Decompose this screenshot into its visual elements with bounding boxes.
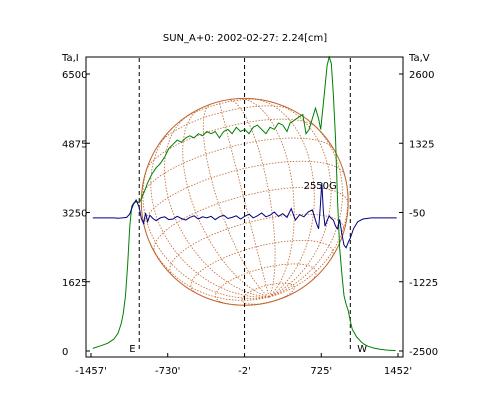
right-axis-label: Ta,V xyxy=(408,53,430,64)
parallel-line xyxy=(159,105,292,144)
meridian-line xyxy=(142,159,270,299)
x-tick-label: -1457' xyxy=(75,366,107,377)
meridian-line xyxy=(144,227,270,301)
parallel-line xyxy=(141,137,335,199)
left-axis-label: Ta,I xyxy=(61,53,79,64)
x-tick-label: -2' xyxy=(238,366,251,377)
annotation-label: 2550G xyxy=(304,181,337,192)
parallel-line xyxy=(180,98,262,121)
meridian-line xyxy=(268,102,332,298)
axis-ticks: 0 1625 3250 4875 6500 -2500 -1225 -50 1325 2600 -1… xyxy=(62,70,438,377)
parallel-line xyxy=(215,263,317,304)
data-series: 2550G xyxy=(92,55,397,352)
meridian-line xyxy=(252,98,315,298)
parallel-line xyxy=(169,213,345,276)
meridian-line xyxy=(268,176,349,298)
parallel-line xyxy=(143,160,346,228)
left-tick-label: 0 xyxy=(62,347,68,358)
parallel-line xyxy=(153,186,349,253)
right-tick-label: -1225 xyxy=(409,278,438,289)
limb-marker-label: W xyxy=(357,344,367,355)
meridian-line xyxy=(237,98,295,298)
x-tick-label: 1452' xyxy=(384,366,412,377)
right-tick-label: -50 xyxy=(409,209,425,220)
meridian-line xyxy=(228,99,276,298)
left-tick-label: 6500 xyxy=(62,70,87,81)
left-tick-label: 4875 xyxy=(62,139,87,150)
parallel-line xyxy=(190,240,334,294)
meridian-line xyxy=(218,101,270,298)
meridian-line xyxy=(202,104,270,298)
meridian-line xyxy=(182,107,270,298)
x-tick-label: -730' xyxy=(155,366,180,377)
chart-title: SUN_A+0: 2002-02-27: 2.24[cm] xyxy=(163,33,327,44)
parallel-line xyxy=(145,118,317,171)
x-tick-label: 725' xyxy=(310,366,332,377)
meridian-line xyxy=(268,118,343,298)
right-tick-label: -2500 xyxy=(409,347,438,358)
left-tick-label: 1625 xyxy=(62,278,87,289)
series-line xyxy=(92,55,396,352)
series-line xyxy=(92,182,397,249)
right-tick-label: 1325 xyxy=(409,139,434,150)
meridian-line xyxy=(150,128,270,298)
limb-marker-label: E xyxy=(129,344,135,355)
solar-disk-grid xyxy=(140,97,349,306)
meridian-line xyxy=(164,114,270,298)
left-tick-label: 3250 xyxy=(62,209,87,220)
right-tick-label: 2600 xyxy=(409,70,434,81)
